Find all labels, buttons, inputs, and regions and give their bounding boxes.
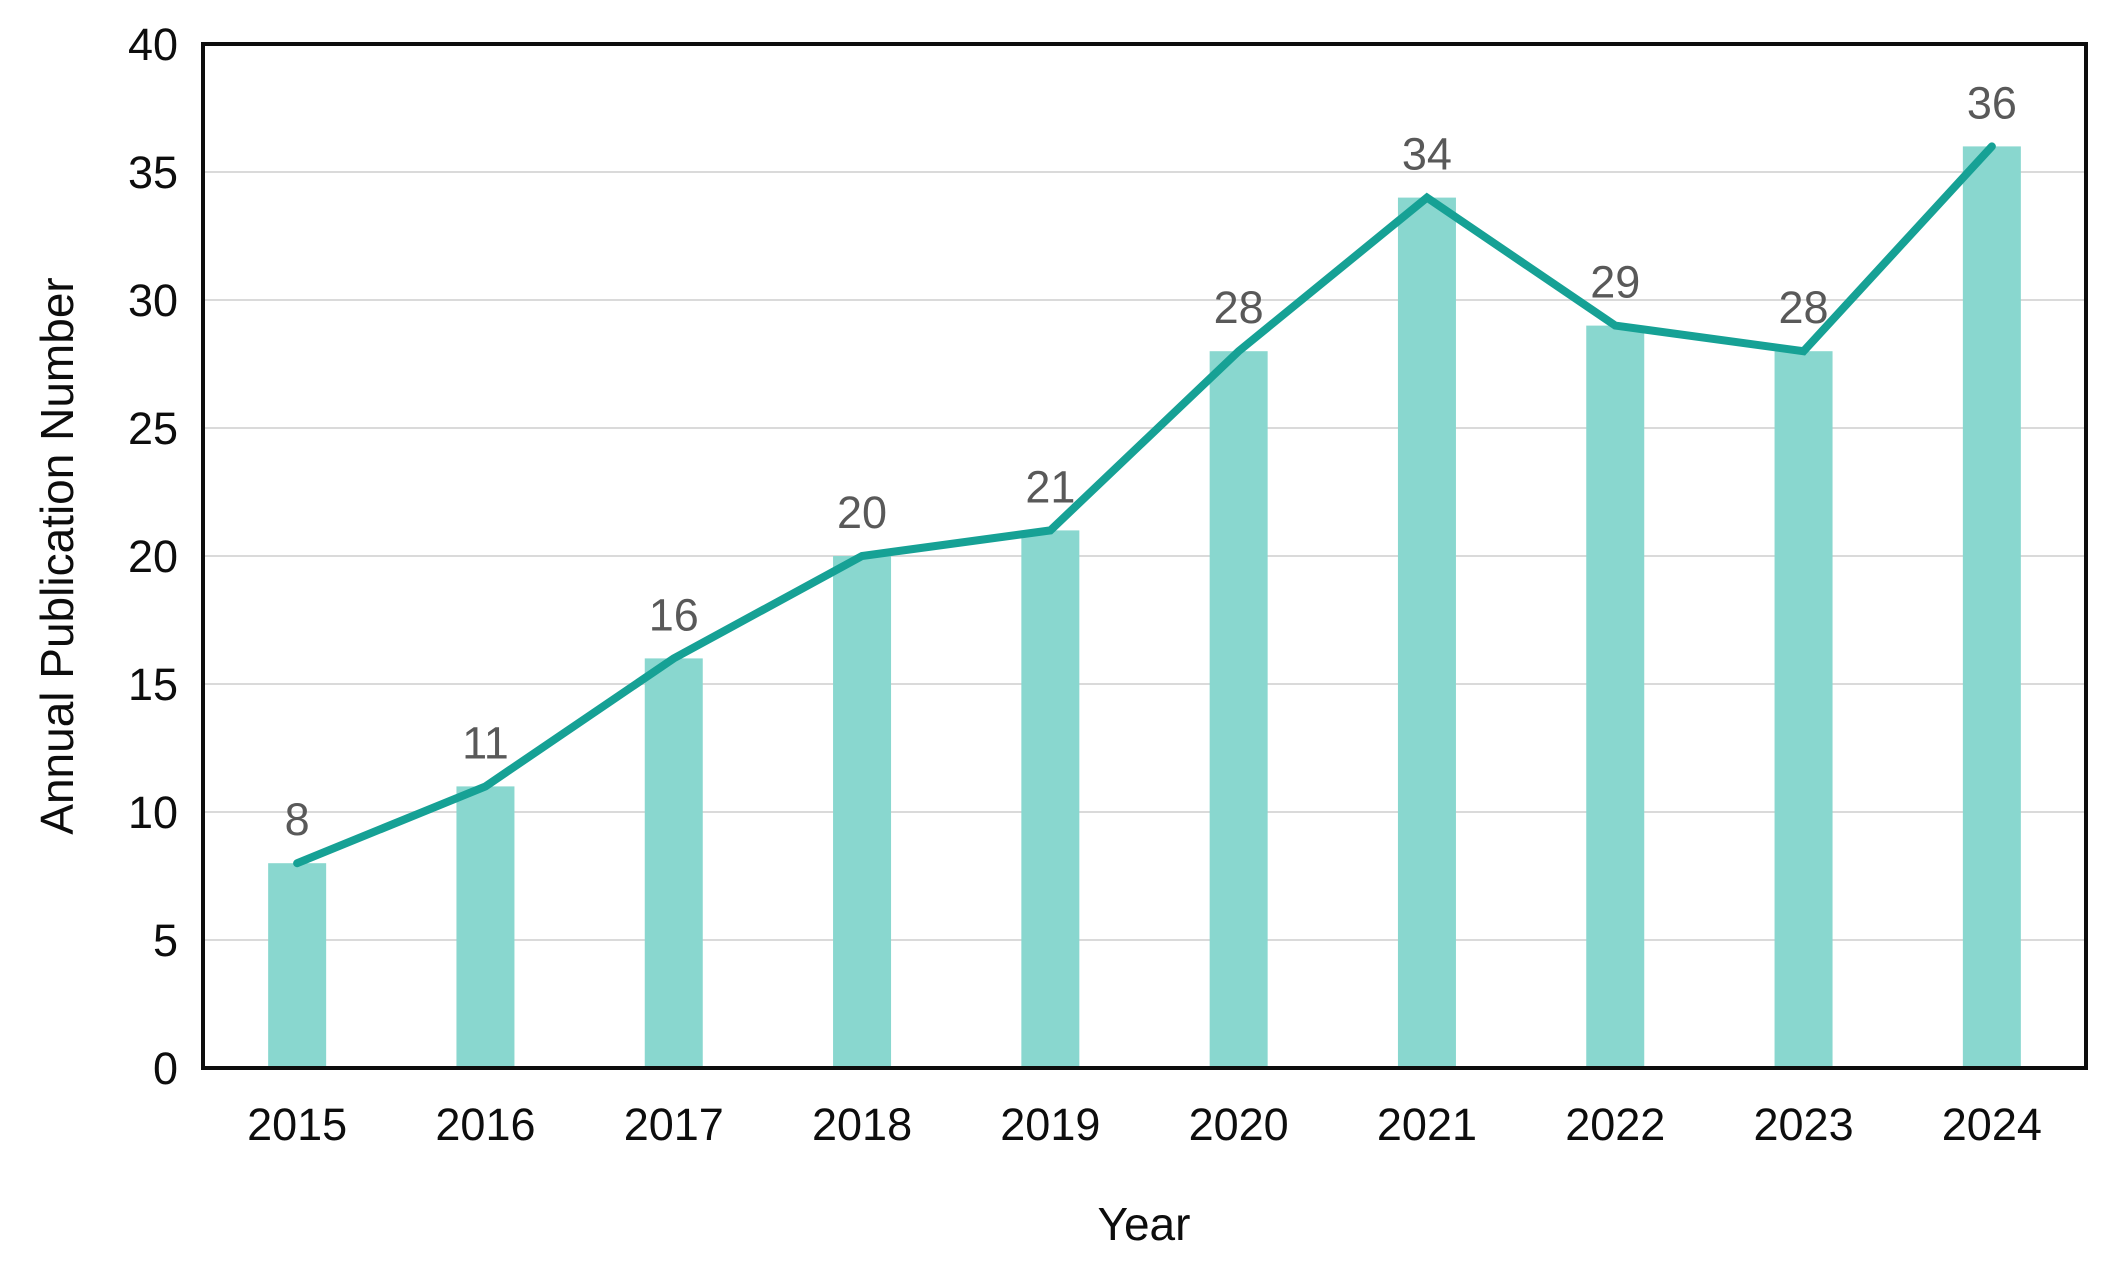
x-tick-label-2018: 2018 — [812, 1099, 912, 1150]
y-tick-label-30: 30 — [128, 275, 178, 326]
x-tick-label-2020: 2020 — [1189, 1099, 1289, 1150]
x-tick-label-2021: 2021 — [1377, 1099, 1477, 1150]
bar-2020 — [1209, 351, 1268, 1068]
bar-2019 — [1021, 530, 1080, 1068]
data-label-2021: 34 — [1402, 129, 1452, 180]
x-tick-label-2015: 2015 — [247, 1099, 347, 1150]
x-tick-label-2017: 2017 — [624, 1099, 724, 1150]
data-label-2022: 29 — [1590, 257, 1640, 308]
bar-2022 — [1586, 325, 1645, 1069]
data-label-2019: 21 — [1025, 461, 1075, 512]
y-tick-label-5: 5 — [153, 915, 178, 966]
gridlines — [203, 171, 2086, 941]
x-tick-label-2019: 2019 — [1000, 1099, 1100, 1150]
y-tick-label-15: 15 — [128, 659, 178, 710]
bar-2016 — [456, 786, 515, 1068]
bar-2024 — [1962, 146, 2021, 1068]
y-tick-label-20: 20 — [128, 531, 178, 582]
data-label-2018: 20 — [837, 487, 887, 538]
bar-2021 — [1397, 197, 1456, 1069]
bar-2017 — [644, 658, 703, 1068]
bar-2023 — [1774, 351, 1833, 1068]
data-label-2023: 28 — [1779, 282, 1829, 333]
bar-2018 — [833, 556, 892, 1068]
trend-line-series — [293, 142, 1996, 868]
x-axis-title: Year — [1098, 1198, 1191, 1250]
data-label-2017: 16 — [649, 589, 699, 640]
bars-series — [268, 146, 2021, 1069]
x-tick-label-2022: 2022 — [1565, 1099, 1665, 1150]
y-axis-title: Annual Publication Number — [31, 277, 83, 834]
data-label-2020: 28 — [1214, 282, 1264, 333]
y-axis-tick-labels: 0 5 10 15 20 25 30 35 40 — [128, 19, 178, 1094]
y-tick-label-10: 10 — [128, 787, 178, 838]
x-tick-label-2024: 2024 — [1942, 1099, 2042, 1150]
y-tick-label-35: 35 — [128, 147, 178, 198]
data-labels: 8 11 16 20 21 28 34 29 28 36 — [285, 77, 2017, 845]
y-tick-label-0: 0 — [153, 1043, 178, 1094]
y-tick-label-40: 40 — [128, 19, 178, 70]
y-tick-label-25: 25 — [128, 403, 178, 454]
plot-border — [201, 42, 2088, 1070]
trend-line — [293, 142, 1996, 868]
data-label-2016: 11 — [462, 717, 509, 768]
data-label-2015: 8 — [285, 794, 310, 845]
x-tick-label-2016: 2016 — [435, 1099, 535, 1150]
x-axis-tick-labels: 2015 2016 2017 2018 2019 2020 2021 2022 2023 2024 — [247, 1099, 2042, 1150]
bar-2015 — [268, 863, 327, 1068]
data-label-2024: 36 — [1967, 77, 2017, 128]
x-tick-label-2023: 2023 — [1753, 1099, 1853, 1150]
